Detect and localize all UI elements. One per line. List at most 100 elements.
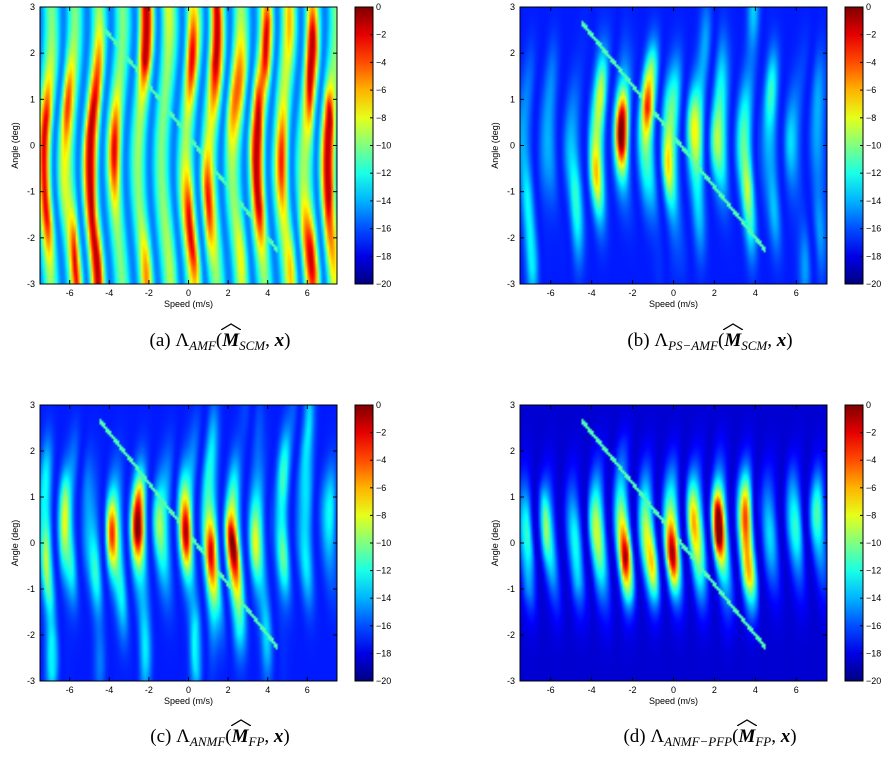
y-tick-label: -2 — [507, 233, 515, 243]
y-tick-label: 1 — [30, 492, 35, 502]
heatmap-image-a — [40, 7, 337, 284]
panel-d: -6 -4 -2 0 2 4 6 -3 -2 -1 0 1 2 3 Speed (m/s) Angle (de… — [490, 400, 881, 706]
x-tick-label: -2 — [629, 685, 637, 695]
x-tick-label: 0 — [671, 685, 676, 695]
colorbar-tick-label: −20 — [376, 279, 391, 289]
caption-a-vec: x — [274, 330, 285, 351]
caption-b-matrix: M — [723, 323, 744, 352]
caption-a-matrix-sub: SCM — [239, 338, 266, 353]
colorbar-tick-label: −18 — [866, 648, 881, 658]
x-tick-label: -2 — [629, 288, 637, 298]
heatmap-image-c — [40, 405, 337, 681]
y-tick-label: -3 — [27, 676, 35, 686]
caption-a-matrix: M — [221, 323, 242, 352]
x-tick-label: 2 — [226, 685, 231, 695]
y-tick-label: 1 — [30, 94, 35, 104]
colorbar-tick-label: −14 — [376, 196, 391, 206]
colorbar-tick-label: 0 — [866, 2, 871, 12]
x-tick-label: -6 — [547, 685, 555, 695]
caption-d-matrix: M — [737, 719, 758, 748]
colorbar-tick-label: −4 — [376, 455, 386, 465]
y-tick-label: 2 — [30, 48, 35, 58]
colorbar-tick-label: −8 — [866, 510, 876, 520]
y-tick-label: 0 — [30, 141, 35, 151]
y-tick-label: 1 — [510, 94, 515, 104]
colorbar-tick-label: −12 — [376, 566, 391, 576]
caption-c-matrix: M — [230, 719, 251, 748]
panel-a: -6 -4 -2 0 2 4 6 -3 -2 -1 0 1 2 3 Speed (m/s) Angle (de… — [10, 2, 391, 309]
x-axis-label: Speed (m/s) — [164, 299, 213, 309]
x-tick-label: 4 — [265, 288, 270, 298]
caption-d: (d) ΛANMF−PFP(MFP, x) — [540, 719, 880, 750]
colorbar-tick-label: −10 — [866, 538, 881, 548]
y-tick-label: 1 — [510, 492, 515, 502]
y-tick-label: 2 — [510, 446, 515, 456]
colorbar-tick-label: −14 — [376, 593, 391, 603]
colorbar-tick-label: −16 — [376, 224, 391, 234]
caption-d-matrix-sub: FP — [755, 734, 772, 749]
x-tick-label: 0 — [186, 685, 191, 695]
caption-d-vec: x — [780, 726, 791, 747]
heatmap-image-d — [520, 405, 827, 681]
y-tick-label: -1 — [27, 187, 35, 197]
colorbar-tick-label: −14 — [866, 196, 881, 206]
caption-a-prefix: (a) — [149, 330, 171, 351]
panel-b: -6 -4 -2 0 2 4 6 -3 -2 -1 0 1 2 3 Speed (m/s) Angle (de… — [490, 2, 881, 309]
caption-b-sub: PS−AMF — [668, 338, 719, 353]
y-tick-label: 3 — [510, 2, 515, 12]
x-tick-label: 6 — [305, 288, 310, 298]
caption-d-sub: ANMF−PFP — [664, 734, 733, 749]
x-tick-label: 6 — [794, 288, 799, 298]
colorbar-tick-label: −12 — [376, 168, 391, 178]
colorbar-tick-label: −6 — [866, 85, 876, 95]
colorbar-tick-label: −4 — [376, 57, 386, 67]
colorbar-tick-label: −10 — [376, 538, 391, 548]
x-tick-label: 4 — [753, 288, 758, 298]
y-tick-label: 0 — [510, 141, 515, 151]
x-tick-label: -6 — [66, 685, 74, 695]
y-tick-label: 2 — [510, 48, 515, 58]
caption-c-lambda: Λ — [176, 726, 190, 747]
colorbar-tick-label: 0 — [376, 400, 381, 410]
x-tick-label: 2 — [712, 288, 717, 298]
x-tick-label: -4 — [105, 685, 113, 695]
y-tick-label: 3 — [30, 2, 35, 12]
colorbar-tick-label: −16 — [866, 224, 881, 234]
caption-c-matrix-sub: FP — [248, 734, 265, 749]
colorbar-tick-label: −16 — [376, 621, 391, 631]
x-tick-label: 0 — [186, 288, 191, 298]
caption-c: (c) ΛANMF(MFP, x) — [70, 719, 370, 750]
caption-b-vec: x — [776, 330, 787, 351]
colorbar-tick-label: −20 — [866, 279, 881, 289]
x-tick-label: 4 — [265, 685, 270, 695]
colorbar-tick-label: −14 — [866, 593, 881, 603]
y-tick-label: 0 — [30, 538, 35, 548]
colorbar-tick-label: 0 — [376, 2, 381, 12]
y-tick-label: -2 — [27, 630, 35, 640]
y-tick-label: 3 — [30, 400, 35, 410]
y-axis-label: Angle (deg) — [490, 122, 500, 169]
x-tick-label: 2 — [226, 288, 231, 298]
colorbar-tick-label: −8 — [376, 510, 386, 520]
x-tick-label: 6 — [794, 685, 799, 695]
x-tick-label: -6 — [66, 288, 74, 298]
y-tick-label: 2 — [30, 446, 35, 456]
colorbar-tick-label: −10 — [866, 141, 881, 151]
x-axis-label: Speed (m/s) — [164, 696, 213, 706]
caption-a-sub: AMF — [189, 338, 216, 353]
y-tick-label: -1 — [27, 584, 35, 594]
caption-a-lambda: Λ — [175, 330, 190, 351]
y-axis-label: Angle (deg) — [490, 520, 500, 567]
caption-c-prefix: (c) — [150, 726, 172, 747]
y-tick-label: 3 — [510, 400, 515, 410]
colorbar-tick-label: −4 — [866, 57, 876, 67]
colorbar-tick-label: 0 — [866, 400, 871, 410]
x-axis-label: Speed (m/s) — [649, 299, 698, 309]
colorbar-tick-label: −6 — [866, 483, 876, 493]
caption-d-lambda: Λ — [650, 726, 665, 747]
colorbar-tick-label: −8 — [376, 113, 386, 123]
y-tick-label: 0 — [510, 538, 515, 548]
y-tick-label: -1 — [507, 187, 515, 197]
x-tick-label: 2 — [712, 685, 717, 695]
colorbar-tick-label: −12 — [866, 168, 881, 178]
